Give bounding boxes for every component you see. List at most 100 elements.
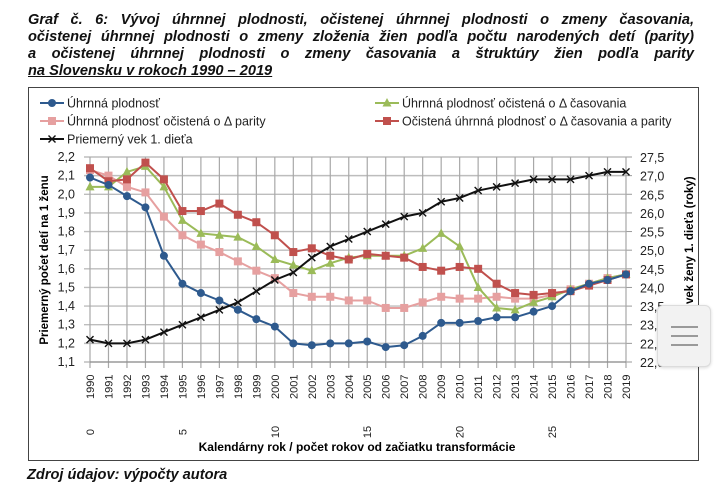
data-point <box>196 313 205 322</box>
data-point <box>270 254 280 263</box>
data-point <box>363 296 372 305</box>
data-point <box>270 231 279 240</box>
data-point <box>474 294 483 303</box>
x-tick-label: 1996 <box>196 375 208 399</box>
data-point <box>585 279 594 288</box>
x-tick-label: 2004 <box>344 375 356 399</box>
data-point <box>104 339 113 348</box>
data-point <box>233 232 243 241</box>
x-tick-label: 1998 <box>233 375 245 399</box>
y-tick-label: 2,1 <box>58 169 75 183</box>
x-tick-label: 2009 <box>436 375 448 399</box>
data-point <box>455 194 464 202</box>
y2-tick-label: 24,0 <box>640 281 664 295</box>
y-tick-label: 1,5 <box>58 280 75 294</box>
legend-item: Očistená úhrnná plodnosť o Δ časovania a… <box>375 115 672 129</box>
series-line <box>90 165 627 311</box>
data-point <box>159 181 169 191</box>
x-tick-label: 2014 <box>529 375 541 399</box>
legend-item: Úhrnná plodnosť očistená o Δ časovania <box>375 96 626 111</box>
source-note: Zdroj údajov: výpočty autora <box>27 467 228 483</box>
data-point <box>585 171 594 180</box>
y-tick-label: 1,2 <box>58 336 75 350</box>
x-tick-label: 2017 <box>584 375 596 399</box>
data-point <box>86 335 94 344</box>
x-tick-label: 1992 <box>122 375 134 399</box>
y-tick-label: 1,7 <box>58 243 75 257</box>
data-point <box>400 341 409 350</box>
y-tick-label: 1,8 <box>58 225 75 239</box>
x-tick-label: 2015 <box>547 375 559 399</box>
data-point <box>566 175 575 184</box>
data-point <box>307 244 316 253</box>
x-tick-label: 1990 <box>85 375 97 399</box>
data-point <box>177 215 187 224</box>
data-point <box>363 227 372 236</box>
x-tick-label: 2002 <box>307 375 319 399</box>
data-point <box>492 302 502 312</box>
legend-item: Priemerný vek 1. dieťa <box>40 133 193 147</box>
x-tick-label: 1997 <box>214 375 226 399</box>
data-point <box>363 249 372 258</box>
data-point <box>196 240 205 249</box>
x-tick-label: 2003 <box>325 375 337 399</box>
y-tick-label: 2,0 <box>58 187 75 201</box>
data-point <box>603 167 612 176</box>
x-tick-label: 2008 <box>418 375 430 399</box>
series-layer <box>85 158 631 352</box>
data-point <box>251 241 261 250</box>
x-tick-label: 2007 <box>399 375 411 399</box>
y-tick-label: 1,9 <box>58 206 75 220</box>
x-secondary-tick-label: 10 <box>270 426 282 438</box>
data-point <box>455 262 464 271</box>
data-point <box>159 251 168 260</box>
y2-tick-label: 27,0 <box>640 170 664 184</box>
x-secondary-tick-label: 15 <box>362 426 374 438</box>
data-point <box>418 331 427 340</box>
data-point <box>344 255 353 264</box>
x-tick-label: 1993 <box>140 375 152 399</box>
data-point <box>214 230 224 239</box>
title-line-3: a očistenej úhrnnej plodnosti o zmeny ča… <box>28 46 694 62</box>
y-tick-label: 1,4 <box>58 299 75 313</box>
data-point <box>492 279 501 288</box>
data-point <box>566 287 575 296</box>
data-point <box>307 265 317 275</box>
data-point <box>418 208 427 217</box>
x-tick-label: 1995 <box>177 375 189 399</box>
data-point <box>622 167 630 176</box>
x-tick-label: 2001 <box>288 375 300 399</box>
legend-label: Priemerný vek 1. dieťa <box>67 133 193 147</box>
y-tick-label: 1,1 <box>58 355 75 369</box>
floating-menu-button[interactable] <box>657 305 711 367</box>
data-point <box>492 313 501 322</box>
data-point <box>474 317 483 325</box>
data-point <box>437 292 446 301</box>
data-point <box>548 175 557 184</box>
data-point <box>141 158 150 167</box>
data-point <box>344 339 353 348</box>
x-tick-label: 2013 <box>510 375 522 399</box>
data-point <box>159 175 168 184</box>
legend-swatch-marker <box>48 99 56 107</box>
data-point <box>418 243 428 252</box>
series-line <box>89 170 626 345</box>
legend-item: Úhrnná plodnosť očistená o Δ parity <box>40 114 266 129</box>
data-point <box>122 192 131 201</box>
data-point <box>418 298 427 307</box>
legend-item: Úhrnná plodnosť <box>40 96 160 111</box>
data-point <box>104 180 113 189</box>
data-point <box>511 179 520 188</box>
legend-label: Očistená úhrnná plodnosť o Δ časovania a… <box>402 115 672 129</box>
data-point <box>381 343 390 352</box>
data-point <box>307 253 316 262</box>
data-point <box>178 231 187 240</box>
data-point <box>455 241 465 250</box>
x-tick-label: 2006 <box>381 375 393 399</box>
y-tick-label: 1,6 <box>58 262 75 276</box>
x-secondary-tick-label: 20 <box>455 426 467 438</box>
y2-tick-label: 24,5 <box>640 263 664 277</box>
series-4 <box>86 167 630 348</box>
data-point <box>363 337 372 346</box>
